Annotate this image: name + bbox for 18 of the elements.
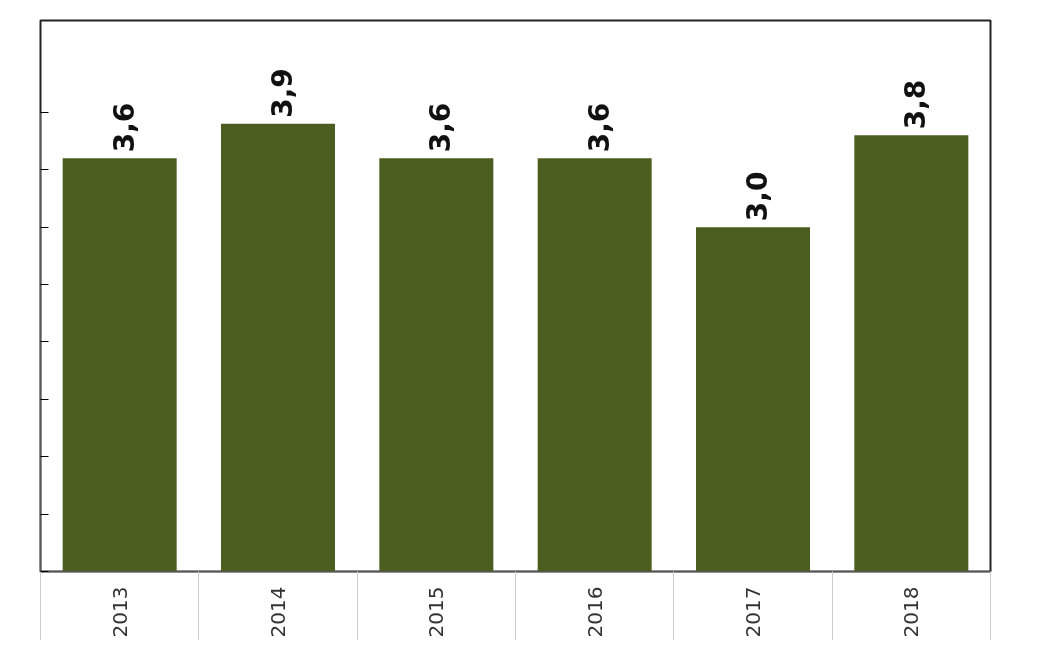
x-tick-label: 2017 — [741, 586, 765, 638]
x-tick-label: 2018 — [899, 586, 924, 638]
data-label: 3,6 — [424, 102, 458, 153]
data-label: 3,8 — [899, 79, 933, 130]
bar — [537, 158, 652, 572]
bar — [696, 227, 810, 572]
data-label: 3,6 — [107, 102, 141, 153]
data-label: 3,9 — [266, 68, 299, 118]
x-tick-label: 2014 — [266, 586, 290, 638]
x-tick-label: 2013 — [107, 586, 132, 638]
bar — [221, 123, 335, 572]
data-label: 3,0 — [741, 171, 774, 222]
x-tick-label: 2016 — [582, 586, 607, 638]
data-label: 3,6 — [582, 102, 616, 153]
bar — [62, 158, 177, 572]
bar — [854, 135, 969, 572]
bar — [379, 158, 494, 572]
x-tick-label: 2015 — [424, 586, 449, 638]
